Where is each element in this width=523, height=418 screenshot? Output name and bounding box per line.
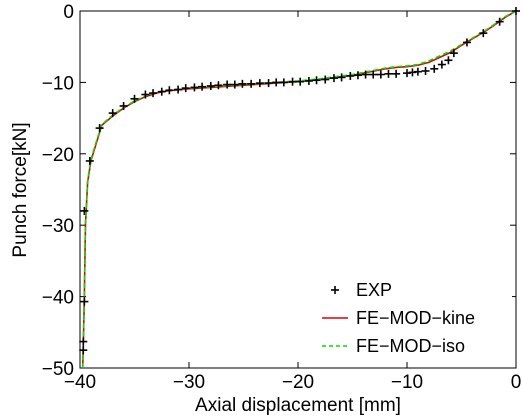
exp-point (361, 70, 370, 79)
legend: EXP FE−MOD−kine FE−MOD−iso (316, 272, 512, 362)
exp-point (95, 124, 104, 133)
exp-point (230, 80, 239, 89)
exp-point (512, 7, 520, 15)
exp-point (479, 29, 488, 38)
exp-point (392, 69, 401, 78)
exp-point (437, 60, 446, 69)
exp-point (264, 79, 273, 88)
exp-point (321, 75, 330, 84)
exp-point (198, 82, 207, 91)
exp-point (238, 79, 247, 88)
exp-point (130, 94, 139, 103)
exp-point (279, 78, 288, 87)
exp-point (449, 49, 458, 58)
exp-point (296, 77, 305, 86)
x-tick-label: −30 (173, 372, 205, 393)
exp-point (247, 79, 256, 88)
legend-box (316, 272, 512, 362)
exp-point (190, 83, 199, 92)
exp-point (384, 69, 393, 78)
exp-point (337, 73, 346, 82)
legend-exp-plus (331, 286, 339, 294)
exp-point (80, 206, 89, 215)
exp-point (255, 79, 264, 88)
exp-point (141, 90, 150, 99)
exp-point (421, 66, 430, 75)
x-tick-label: −10 (391, 372, 423, 393)
exp-point (272, 78, 281, 87)
y-tick-label: −20 (42, 145, 74, 166)
exp-point (108, 109, 117, 118)
exp-point (214, 81, 223, 90)
exp-point (206, 81, 215, 90)
exp-point (223, 80, 232, 89)
exp-point (165, 86, 174, 95)
y-axis-label: Punch force[kN] (10, 122, 31, 257)
exp-point (149, 89, 158, 98)
exp-point (288, 77, 297, 86)
legend-exp-label: EXP (356, 280, 392, 300)
y-tick-label: 0 (63, 2, 74, 23)
exp-point (79, 337, 88, 346)
x-tick-label: 0 (511, 372, 522, 393)
y-tick-label: −10 (42, 73, 74, 94)
exp-point (312, 76, 321, 85)
exp-point (346, 71, 355, 80)
exp-point (79, 346, 88, 355)
exp-point (181, 84, 190, 93)
x-tick-label: −40 (64, 372, 96, 393)
x-tick-label: −20 (282, 372, 314, 393)
exp-point (85, 156, 94, 165)
y-tick-label: −50 (42, 359, 74, 380)
x-axis-label: Axial displacement [mm] (195, 395, 401, 416)
exp-point (80, 297, 89, 306)
exp-point (174, 85, 183, 94)
exp-point (444, 56, 453, 65)
legend-exp-marker (331, 286, 339, 294)
exp-point (376, 70, 385, 79)
exp-point (369, 70, 378, 79)
legend-kine-label: FE−MOD−kine (356, 308, 475, 328)
legend-iso-label: FE−MOD−iso (356, 336, 465, 356)
exp-point (119, 101, 128, 110)
exp-point (462, 38, 471, 47)
exp-point (495, 17, 504, 26)
y-tick-label: −30 (42, 216, 74, 237)
tick-labels: −40 −30 −20 −10 00−10−20−30−40−50 (42, 2, 522, 393)
exp-point (430, 64, 439, 73)
exp-point (157, 87, 166, 96)
series-markers (79, 7, 520, 355)
exp-point (329, 74, 338, 83)
exp-point (304, 76, 313, 85)
exp-point (353, 71, 362, 80)
y-tick-label: −40 (42, 288, 74, 309)
exp-point (403, 69, 411, 78)
